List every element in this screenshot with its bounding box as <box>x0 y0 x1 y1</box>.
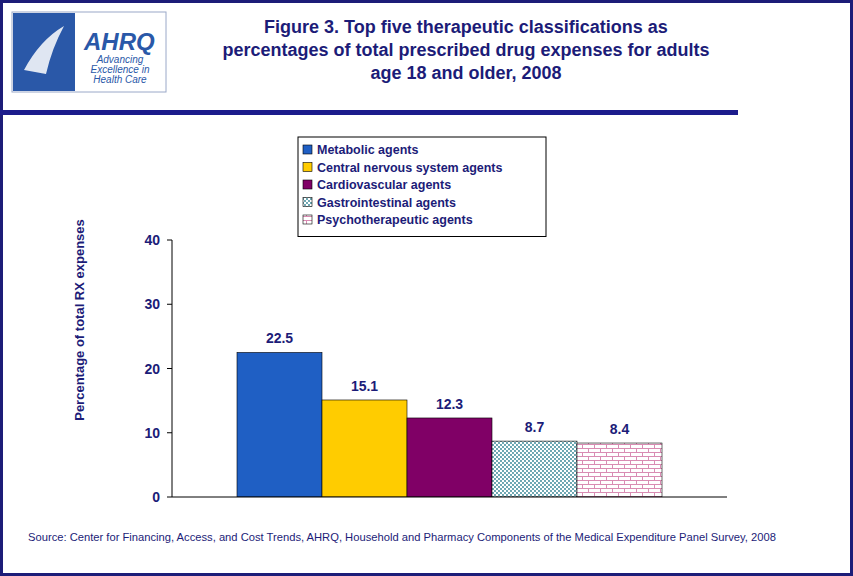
logo-tagline-line: Health Care <box>93 74 147 85</box>
data-label: 15.1 <box>351 378 378 394</box>
logo: AHRQAdvancingExcellence inHealth Care <box>12 12 166 92</box>
y-tick <box>167 497 172 498</box>
legend-swatch <box>303 163 312 172</box>
legend-swatch <box>303 215 312 224</box>
legend-swatch <box>303 145 312 154</box>
x-axis <box>172 497 727 498</box>
y-tick-label: 40 <box>144 232 160 248</box>
logo-tagline: AdvancingExcellence inHealth Care <box>91 54 150 85</box>
data-labels: 22.5 15.1 12.3 8.7 8.4 <box>266 330 630 437</box>
y-tick <box>167 368 172 369</box>
legend: Metabolic agents Central nervous system a… <box>298 137 546 237</box>
bar <box>322 400 407 497</box>
data-label: 8.7 <box>525 419 545 435</box>
bars <box>237 352 662 497</box>
bar <box>407 418 492 497</box>
legend-box <box>298 137 546 237</box>
chart: AHRQAdvancingExcellence inHealth Care 22.… <box>0 0 853 576</box>
legend-label: Metabolic agents <box>317 143 418 157</box>
y-tick <box>167 304 172 305</box>
y-tick-label: 0 <box>152 489 160 505</box>
y-tick-label: 10 <box>144 425 160 441</box>
legend-label: Gastrointestinal agents <box>317 196 456 210</box>
legend-swatch <box>303 198 312 207</box>
legend-label: Psychotherapeutic agents <box>317 213 473 227</box>
frame <box>2 2 852 575</box>
y-tick <box>167 432 172 433</box>
bar <box>237 352 322 497</box>
data-label: 22.5 <box>266 330 293 346</box>
title: Figure 3. Top five therapeutic classific… <box>222 16 710 85</box>
data-label: 12.3 <box>436 396 463 412</box>
bar <box>577 443 662 497</box>
source-note: Source: Center for Financing, Access, an… <box>28 531 776 543</box>
y-tick-label: 30 <box>144 296 160 312</box>
logo-eagle <box>24 26 64 74</box>
bar <box>492 441 577 497</box>
logo-emblem <box>13 13 75 91</box>
y-tick-label: 20 <box>144 361 160 377</box>
header-rule <box>0 110 738 115</box>
legend-swatch <box>303 180 312 189</box>
logo-box <box>12 12 166 92</box>
logo-text: AHRQ <box>83 28 155 55</box>
legend-label: Central nervous system agents <box>317 161 503 175</box>
legend-label: Cardiovascular agents <box>317 178 451 192</box>
data-label: 8.4 <box>610 421 630 437</box>
y-axis-label: Percentage of total RX expenses <box>72 219 87 421</box>
page: {"header": {"logo": "AHRQ", "tagline": "… <box>0 0 853 576</box>
y-tick <box>167 240 172 241</box>
